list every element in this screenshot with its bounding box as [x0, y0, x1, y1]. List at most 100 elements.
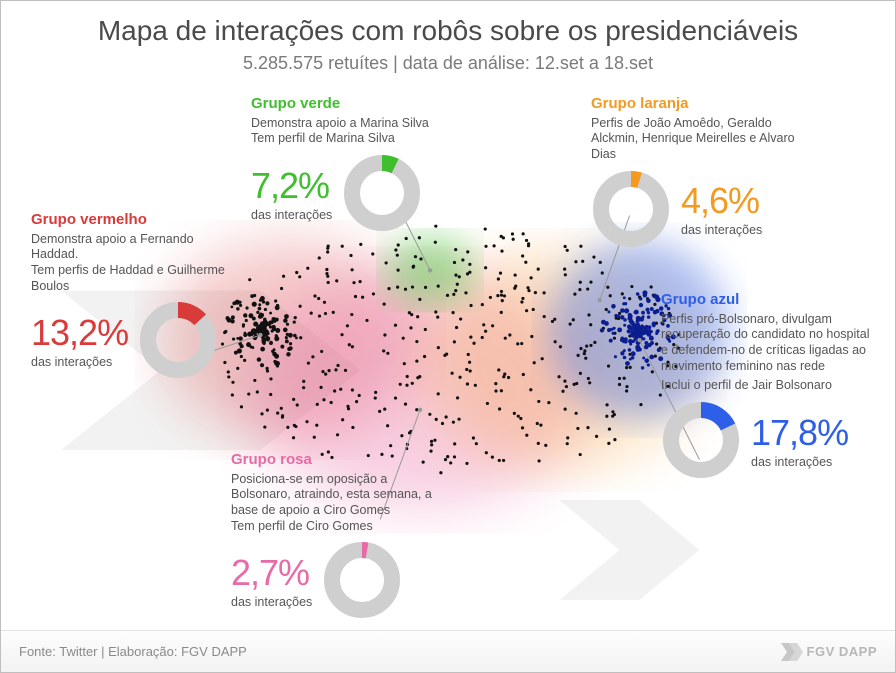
network-dot [313, 436, 316, 439]
network-dot [434, 241, 437, 244]
network-dot [359, 280, 362, 283]
network-dot [319, 386, 322, 389]
network-dot [467, 353, 470, 356]
network-dot [253, 379, 256, 382]
network-dot [579, 281, 582, 284]
network-dot [565, 385, 568, 388]
network-dot [537, 268, 540, 271]
network-dot [453, 261, 456, 264]
network-dot [519, 417, 522, 420]
network-dot [231, 381, 234, 384]
network-dot [245, 319, 248, 322]
canvas-area: Grupo verde Demonstra apoio a Marina Sil… [1, 81, 895, 630]
network-dot [605, 308, 608, 311]
network-dot [325, 268, 328, 271]
network-dot [587, 377, 590, 380]
network-dot [620, 308, 624, 312]
network-dot [382, 349, 385, 352]
network-dot [601, 320, 606, 325]
network-dot [494, 389, 497, 392]
network-dot [649, 355, 654, 360]
network-dot [243, 359, 246, 362]
network-dot [482, 323, 485, 326]
network-dot [620, 351, 624, 355]
network-dot [636, 347, 641, 352]
network-dot [589, 344, 592, 347]
network-dot [406, 375, 409, 378]
network-dot [266, 367, 269, 370]
network-dot [293, 334, 297, 338]
group-rosa-pct-label: das interações [231, 595, 312, 611]
network-dot [534, 291, 537, 294]
network-dot [289, 342, 292, 345]
network-dot [498, 407, 501, 410]
donut-chart [138, 300, 218, 380]
network-dot [609, 294, 612, 297]
group-vermelho-pct-row: 13,2% das interações [31, 300, 241, 380]
network-dot [411, 382, 414, 385]
network-dot [350, 313, 353, 316]
network-dot [260, 347, 265, 352]
group-verde: Grupo verde Demonstra apoio a Marina Sil… [251, 95, 481, 233]
network-dot [263, 324, 267, 328]
network-dot [579, 372, 582, 375]
network-dot [402, 337, 405, 340]
group-azul-desc: Perfis pró-Bolsonaro, divulgam recuperaç… [661, 312, 871, 375]
network-dot [627, 324, 632, 329]
network-dot [557, 375, 560, 378]
network-dot [630, 285, 633, 288]
network-dot [242, 325, 245, 328]
network-dot [330, 401, 333, 404]
network-dot [288, 333, 293, 338]
network-dot [456, 283, 459, 286]
network-dot [374, 391, 377, 394]
network-dot [625, 389, 628, 392]
network-dot [633, 338, 636, 341]
network-dot [326, 275, 329, 278]
network-dot [274, 354, 279, 359]
network-dot [443, 354, 446, 357]
network-dot [527, 289, 530, 292]
fgv-dapp-logo: FGV DAPP [781, 643, 877, 661]
network-dot [286, 352, 290, 356]
network-dot [283, 328, 288, 333]
network-dot [611, 415, 614, 418]
network-dot [437, 285, 440, 288]
network-dot [256, 311, 259, 314]
network-dot [599, 261, 602, 264]
network-dot [600, 328, 604, 332]
network-dot [579, 453, 582, 456]
network-dot [647, 315, 651, 319]
network-dot [265, 336, 269, 340]
network-dot [441, 422, 444, 425]
network-dot [282, 275, 285, 278]
network-dot [500, 249, 503, 252]
network-dot [251, 346, 254, 349]
group-azul-extra: Inclui o perfil de Jair Bolsonaro [661, 378, 871, 394]
network-dot [340, 333, 343, 336]
network-dot [383, 408, 386, 411]
network-dot [288, 346, 292, 350]
network-dot [396, 286, 399, 289]
network-dot [383, 302, 386, 305]
network-dot [266, 369, 269, 372]
network-dot [446, 294, 449, 297]
network-dot [645, 331, 649, 335]
network-dot [412, 265, 415, 268]
network-dot [298, 275, 301, 278]
network-dot [605, 415, 608, 418]
network-dot [270, 320, 274, 324]
network-dot [351, 345, 354, 348]
network-dot [269, 393, 272, 396]
network-dot [269, 377, 272, 380]
network-dot [415, 359, 418, 362]
network-dot [526, 286, 529, 289]
network-dot [256, 390, 259, 393]
network-dot [333, 389, 336, 392]
network-dot [502, 459, 505, 462]
network-dot [494, 382, 497, 385]
infographic-frame: Mapa de interações com robôs sobre os pr… [0, 0, 896, 673]
network-dot [636, 320, 639, 323]
network-dot [586, 426, 589, 429]
network-dot [453, 442, 456, 445]
